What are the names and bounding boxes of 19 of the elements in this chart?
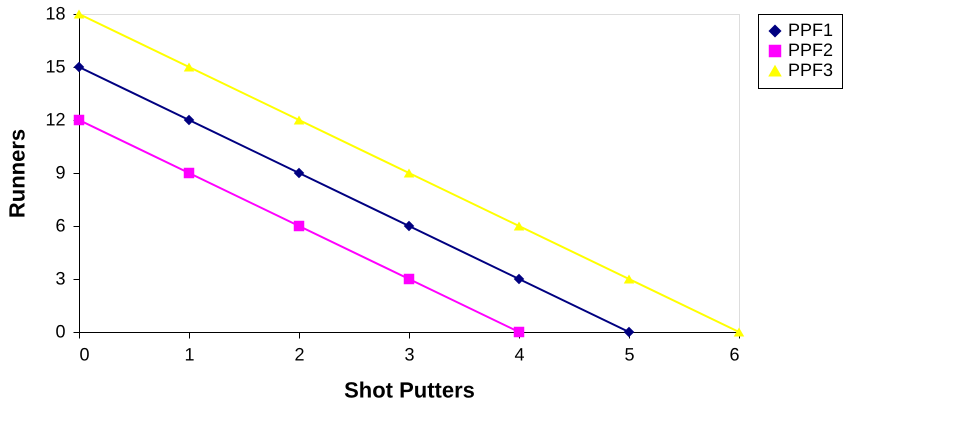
legend-label: PPF1 xyxy=(788,20,834,40)
x-tick-label: 4 xyxy=(514,344,525,364)
x-tick-label: 3 xyxy=(404,344,415,364)
y-tick-label: 18 xyxy=(45,4,66,24)
y-tick-label: 12 xyxy=(45,110,66,130)
legend-label: PPF2 xyxy=(788,40,834,60)
y-tick-label: 9 xyxy=(55,162,66,182)
y-tick-label: 0 xyxy=(55,322,66,342)
y-tick-label: 3 xyxy=(55,268,66,288)
y-axis-title: Runners xyxy=(4,128,30,218)
x-tick-label: 6 xyxy=(729,344,740,364)
y-tick-label: 6 xyxy=(55,216,66,236)
x-tick-label: 1 xyxy=(184,344,195,364)
legend-label: PPF3 xyxy=(788,60,834,80)
x-tick-label: 0 xyxy=(80,344,90,364)
x-tick-label: 5 xyxy=(624,344,635,364)
x-tick-label: 2 xyxy=(294,344,305,364)
x-axis-title: Shot Putters xyxy=(344,378,475,402)
y-tick-label: 15 xyxy=(45,56,66,76)
